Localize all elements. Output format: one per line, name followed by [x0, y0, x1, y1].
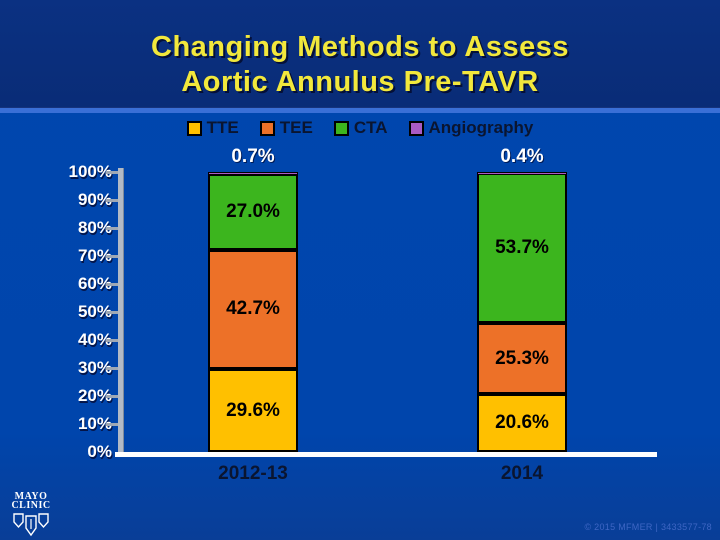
- segment-value-label: 20.6%: [495, 412, 549, 434]
- y-axis-tick-label: 40%: [77, 330, 112, 349]
- y-axis-tick-label: 70%: [77, 246, 112, 265]
- legend-swatch-icon: [186, 120, 202, 136]
- legend-item-cta: CTA: [333, 118, 388, 138]
- x-axis-category-label: 2012-13: [218, 463, 288, 484]
- y-axis-tick-label: 90%: [77, 190, 112, 209]
- segment-value-label: 42.7%: [226, 298, 280, 320]
- title-line-2: Aortic Annulus Pre-TAVR: [181, 66, 539, 98]
- title-line-1: Changing Methods to Assess: [151, 31, 569, 63]
- y-axis-tick-label: 80%: [77, 218, 112, 237]
- logo-text-mayo: MAYO: [14, 491, 48, 502]
- bar-segment-cta: 53.7%: [477, 173, 567, 324]
- y-axis-tick-label: 0%: [87, 442, 112, 461]
- legend-label: Angiography: [428, 118, 534, 137]
- bar-segment-cta: 27.0%: [208, 173, 298, 250]
- y-axis-tick-label: 10%: [77, 414, 112, 433]
- bar-top-value-label: 0.4%: [500, 146, 544, 167]
- y-axis-tick-mark: [106, 199, 118, 202]
- legend-item-tee: TEE: [259, 118, 313, 138]
- y-axis-tick-label: 50%: [77, 302, 112, 321]
- logo-text-clinic: CLINIC: [11, 500, 51, 511]
- segment-value-label: 29.6%: [226, 399, 280, 421]
- slide-title: Changing Methods to Assess Aortic Annulu…: [0, 0, 720, 107]
- x-axis-category-label: 2014: [500, 463, 544, 484]
- bar-segment-tte: 29.6%: [208, 369, 298, 452]
- legend-swatch-icon: [333, 120, 349, 136]
- mayo-clinic-logo: MAYO CLINIC: [11, 492, 51, 540]
- y-axis-tick-mark: [106, 367, 118, 370]
- segment-value-label: 27.0%: [226, 200, 280, 222]
- segment-value-label: 53.7%: [495, 237, 549, 259]
- y-axis-tick-label: 100%: [68, 162, 112, 181]
- y-axis-tick-label: 60%: [77, 274, 112, 293]
- y-axis-tick-label: 20%: [77, 386, 112, 405]
- three-shields-icon: [13, 513, 49, 537]
- legend-label: TTE: [206, 118, 239, 137]
- y-axis-tick-label: 30%: [77, 358, 112, 377]
- y-axis-line: [118, 168, 124, 456]
- legend-swatch-icon: [259, 120, 275, 136]
- y-axis-tick-mark: [106, 255, 118, 258]
- legend-item-tte: TTE: [186, 118, 239, 138]
- y-axis-tick-mark: [106, 423, 118, 426]
- bar-segment-angiography: [208, 172, 298, 175]
- legend-item-angiography: Angiography: [408, 118, 534, 138]
- y-axis-tick-mark: [106, 311, 118, 314]
- segment-value-label: 25.3%: [495, 347, 549, 369]
- bar-segment-angiography: [477, 172, 567, 175]
- bar-top-value-label: 0.7%: [231, 146, 275, 167]
- x-axis-baseline: [115, 452, 657, 457]
- y-axis-tick-mark: [106, 339, 118, 342]
- y-axis-tick-mark: [106, 227, 118, 230]
- chart-legend: TTE TEE CTA Angiography: [0, 118, 720, 138]
- title-divider: [0, 107, 720, 113]
- bar-segment-tte: 20.6%: [477, 394, 567, 452]
- bar-segment-tee: 42.7%: [208, 249, 298, 370]
- y-axis-tick-mark: [106, 171, 118, 174]
- legend-label: CTA: [353, 118, 388, 137]
- copyright-text: © 2015 MFMER | 3433577-78: [584, 522, 712, 532]
- legend-label: TEE: [279, 118, 313, 137]
- bar-segment-tee: 25.3%: [477, 323, 567, 395]
- y-axis-tick-mark: [106, 395, 118, 398]
- y-axis-tick-mark: [106, 283, 118, 286]
- legend-swatch-icon: [408, 120, 424, 136]
